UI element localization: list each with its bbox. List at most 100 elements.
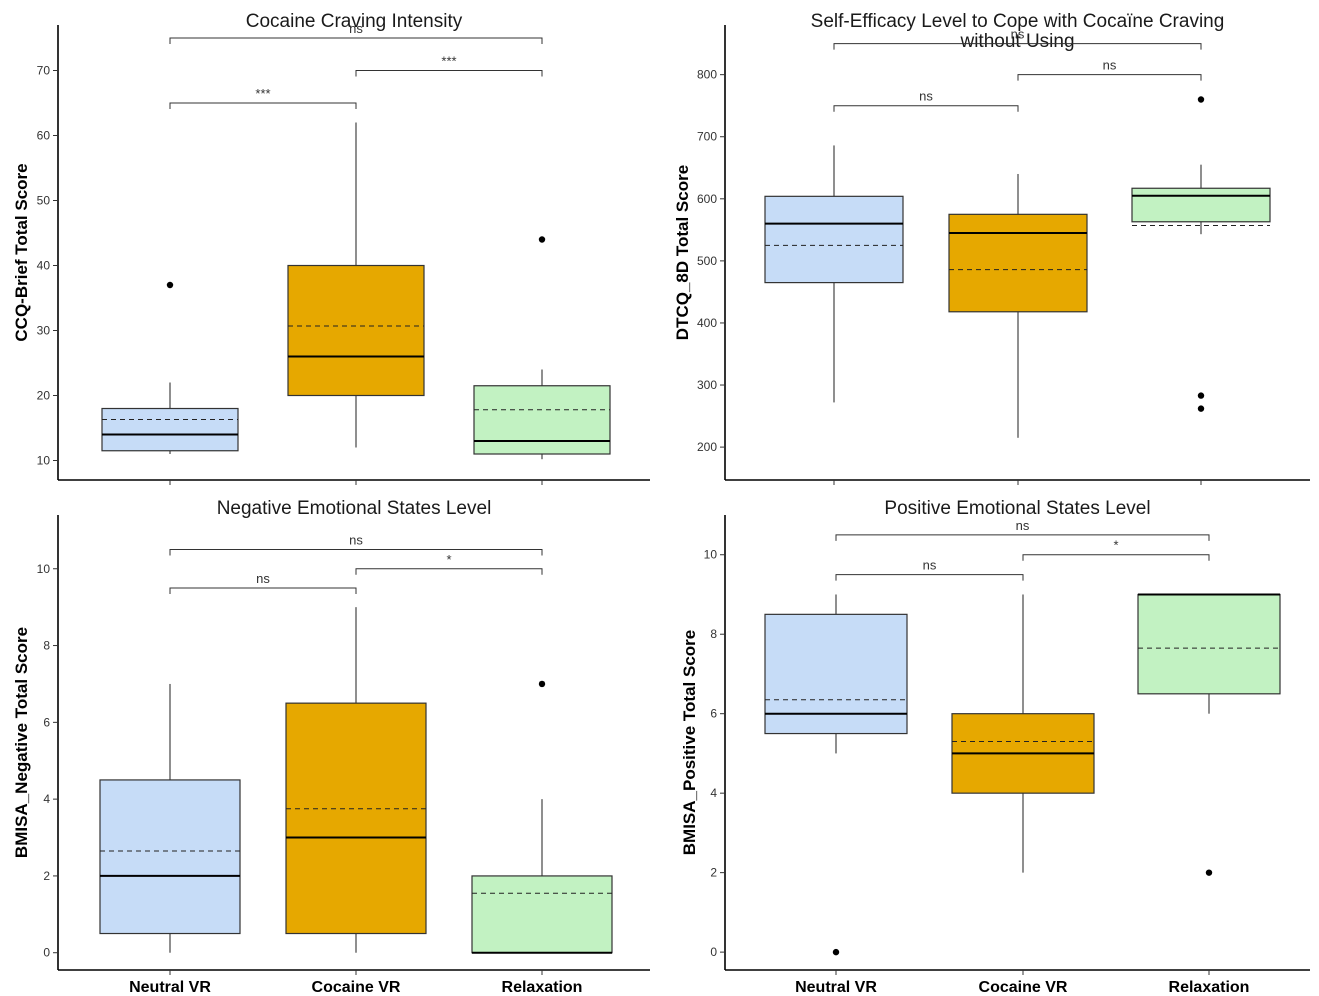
bracket-line (355, 70, 543, 77)
bracket-line (169, 549, 543, 556)
iqr-box (471, 875, 613, 954)
y-axis-label: CCQ-Brief Total Score (12, 163, 31, 341)
iqr-box (99, 779, 241, 935)
significance-bracket: ns (169, 571, 357, 594)
significance-label: ns (349, 533, 363, 548)
chart-title: Negative Emotional States Level (217, 498, 492, 519)
significance-label: * (446, 552, 451, 567)
outlier-point (538, 680, 546, 688)
significance-label: ns (1103, 58, 1117, 73)
y-tick-label: 2 (43, 869, 50, 883)
y-tick-label: 10 (37, 562, 51, 576)
significance-label: ns (1011, 27, 1025, 42)
outlier-point (1197, 392, 1205, 399)
box-relaxation (471, 680, 613, 954)
significance-label: ns (349, 21, 363, 36)
significance-label: * (1113, 538, 1118, 553)
significance-bracket: ns (833, 27, 1202, 50)
box-neutral-vr (99, 683, 241, 953)
x-tick-label: Relaxation (1169, 979, 1250, 996)
chart-title: Cocaine Craving Intensity (246, 11, 463, 32)
y-tick-label: 6 (43, 715, 50, 729)
outlier-point (1205, 869, 1213, 876)
significance-bracket: ns (1017, 58, 1202, 81)
box-cocaine-vr (951, 594, 1095, 873)
box-relaxation (1131, 96, 1271, 412)
box-cocaine-vr (287, 122, 425, 448)
outlier-point (538, 236, 546, 243)
y-tick-label: 500 (697, 254, 717, 268)
outlier-point (832, 948, 840, 956)
significance-bracket: * (1022, 538, 1210, 561)
chart-panel-2: Self-Efficacy Level to Cope with Cocaïne… (673, 11, 1310, 485)
bracket-line (833, 105, 1019, 112)
y-tick-label: 70 (37, 64, 51, 78)
bracket-line (169, 102, 357, 109)
chart-title: Self-Efficacy Level to Cope with Cocaïne… (811, 11, 1225, 32)
box-cocaine-vr (948, 173, 1088, 438)
y-tick-label: 300 (697, 378, 717, 392)
x-tick-label: Neutral VR (129, 979, 211, 996)
outlier-point (1197, 96, 1205, 103)
iqr-box (764, 613, 908, 735)
box-relaxation (1137, 593, 1281, 876)
significance-bracket: *** (355, 54, 543, 77)
iqr-box (1131, 187, 1271, 223)
significance-bracket: ns (833, 89, 1019, 112)
box-neutral-vr (764, 594, 908, 956)
iqr-box (285, 702, 427, 935)
y-tick-label: 2 (710, 866, 717, 880)
y-tick-label: 10 (37, 454, 51, 468)
y-tick-label: 4 (43, 792, 50, 806)
y-tick-label: 6 (710, 707, 717, 721)
significance-bracket: ns (169, 21, 543, 44)
significance-bracket: * (355, 552, 543, 575)
bracket-line (169, 587, 357, 594)
significance-label: *** (441, 54, 456, 69)
y-axis-label: DTCQ_8D Total Score (673, 165, 692, 340)
chart-panel-1: Cocaine Craving Intensity CCQ-Brief Total… (12, 11, 650, 485)
y-tick-label: 700 (697, 130, 717, 144)
y-tick-label: 400 (697, 316, 717, 330)
y-tick-label: 8 (710, 627, 717, 641)
iqr-box (1137, 593, 1281, 695)
significance-label: ns (256, 571, 270, 586)
bracket-line (1022, 554, 1210, 561)
iqr-box (473, 385, 611, 455)
y-tick-label: 10 (704, 548, 718, 562)
x-tick-label: Relaxation (502, 979, 583, 996)
significance-label: *** (255, 86, 270, 101)
y-tick-label: 8 (43, 639, 50, 653)
y-tick-label: 800 (697, 68, 717, 82)
y-tick-label: 200 (697, 440, 717, 454)
box-neutral-vr (101, 281, 239, 454)
y-tick-label: 20 (37, 389, 51, 403)
chart-title: Positive Emotional States Level (884, 498, 1150, 519)
bracket-line (835, 574, 1024, 581)
y-tick-label: 60 (37, 129, 51, 143)
box-relaxation (473, 236, 611, 460)
y-tick-label: 4 (710, 786, 717, 800)
iqr-box (287, 264, 425, 397)
x-tick-label: Neutral VR (795, 979, 877, 996)
iqr-box (101, 407, 239, 452)
outlier-point (1197, 405, 1205, 412)
box-neutral-vr (764, 145, 904, 403)
outlier-point (166, 281, 174, 289)
significance-bracket: ns (835, 518, 1210, 541)
significance-bracket: ns (169, 533, 543, 556)
significance-bracket: ns (835, 558, 1024, 581)
y-tick-label: 50 (37, 194, 51, 208)
significance-label: ns (919, 89, 933, 104)
significance-label: ns (923, 558, 937, 573)
chart-title: without Using (959, 31, 1074, 52)
bracket-line (355, 568, 543, 575)
significance-bracket: *** (169, 86, 357, 109)
x-tick-label: Cocaine VR (312, 979, 401, 996)
y-tick-label: 600 (697, 192, 717, 206)
bracket-line (835, 534, 1210, 541)
y-tick-label: 30 (37, 324, 51, 338)
y-tick-label: 0 (43, 946, 50, 960)
y-axis-label: BMISA_Negative Total Score (12, 627, 31, 858)
